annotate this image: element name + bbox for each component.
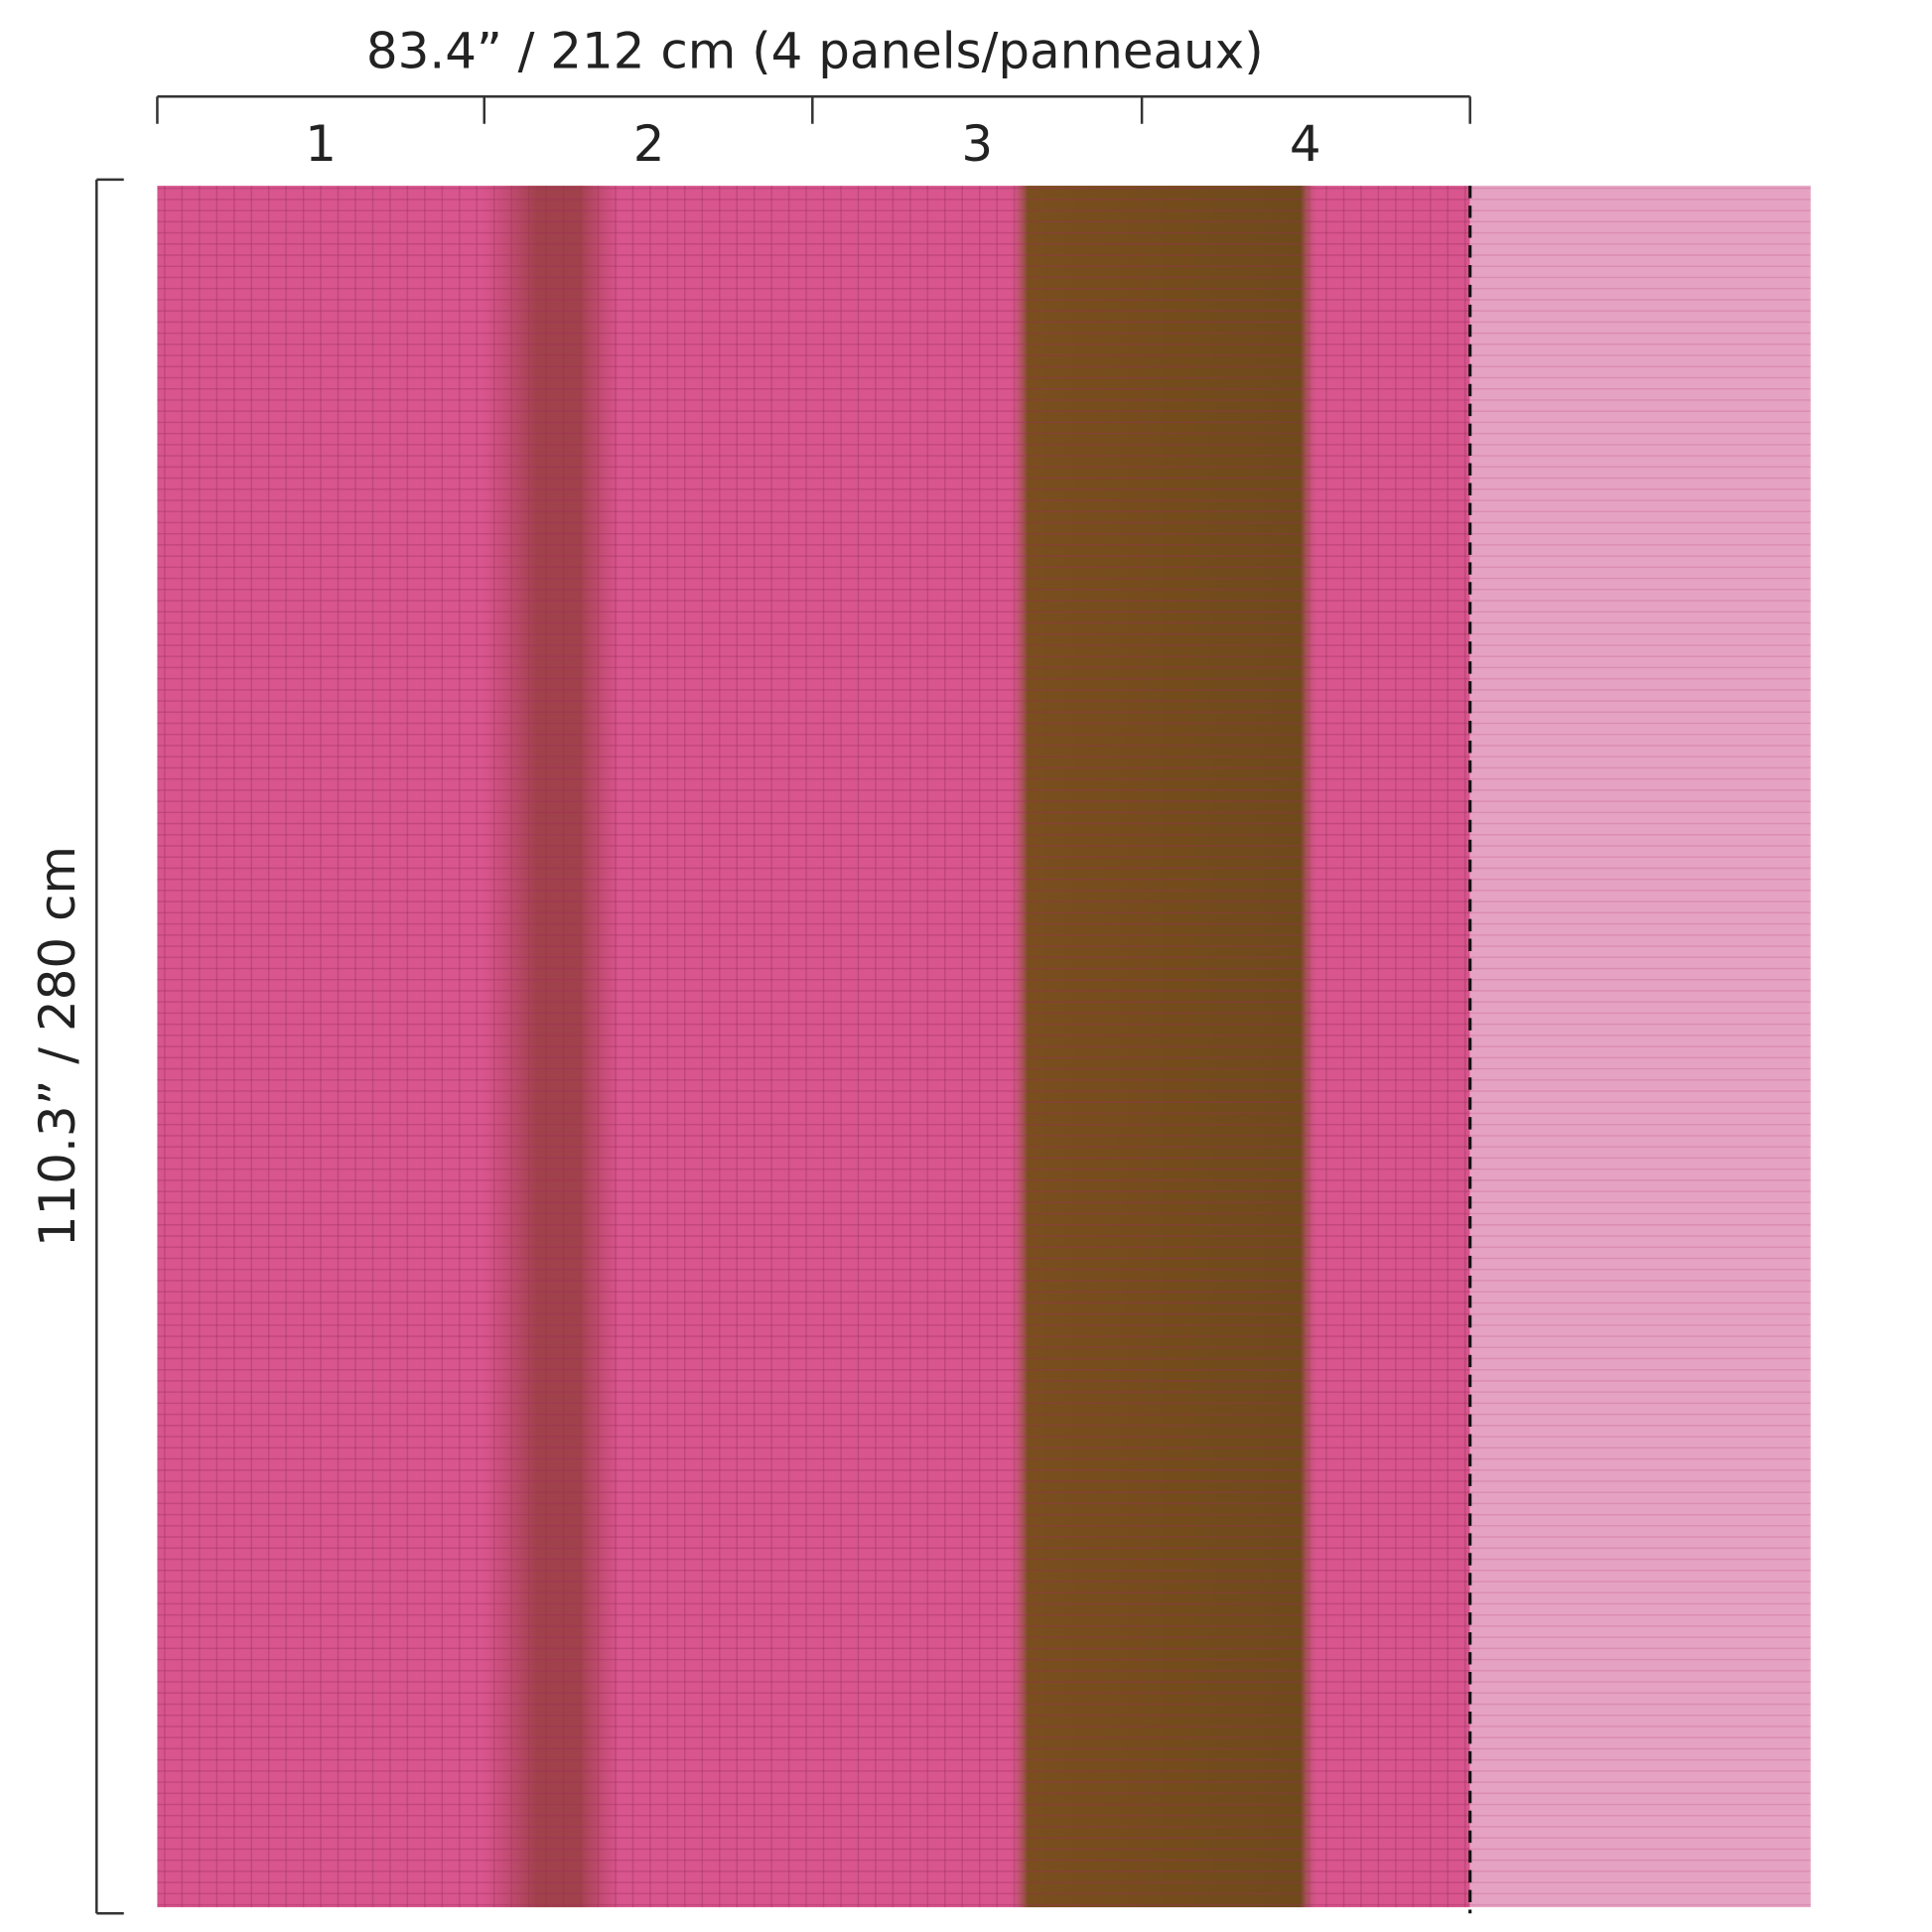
panel-number: 3 [961, 115, 993, 173]
width-label: 83.4” / 212 cm (4 panels/panneaux) [366, 23, 1264, 80]
width-bracket [156, 95, 1471, 124]
wallpaper [157, 186, 1811, 1914]
height-bracket [95, 178, 124, 1915]
height-label: 110.3” / 280 cm [29, 846, 86, 1247]
panel-number: 1 [305, 115, 337, 173]
panel-number: 4 [1290, 115, 1321, 173]
panel-number: 2 [633, 115, 665, 173]
